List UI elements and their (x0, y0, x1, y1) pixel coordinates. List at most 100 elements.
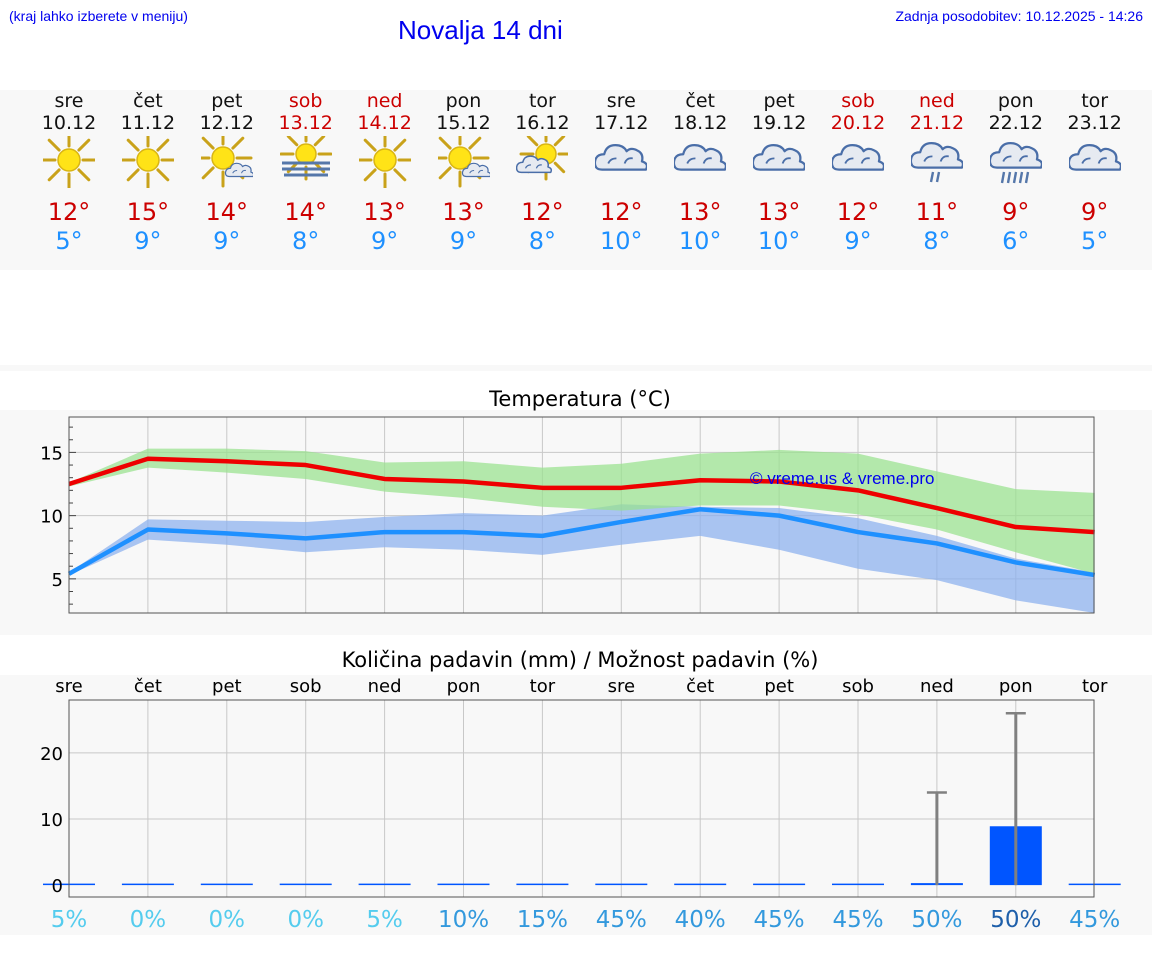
cloudy-icon (830, 136, 886, 188)
day-of-week: čet (685, 90, 715, 112)
day-date: 19.12 (751, 112, 807, 134)
day-column: pon 22.12 9° 6° (971, 90, 1061, 265)
day-axis-label: ned (920, 676, 954, 697)
day-column: tor 16.12 12° 8° (497, 90, 587, 265)
day-axis-label: čet (686, 676, 714, 697)
precipitation-bar (358, 883, 411, 886)
precipitation-probability: 0% (287, 907, 324, 933)
max-temperature: 9° (1081, 198, 1109, 226)
min-temperature: 10° (678, 227, 722, 255)
max-temperature: 12° (47, 198, 91, 226)
day-date: 20.12 (830, 112, 886, 134)
day-column: tor 23.12 9° 5° (1050, 90, 1140, 265)
precipitation-probability: 50% (990, 907, 1041, 933)
separator (0, 365, 1152, 371)
precipitation-bar (516, 883, 569, 886)
day-date: 10.12 (41, 112, 97, 134)
cloudy-icon (751, 136, 807, 188)
day-axis-label: sre (55, 676, 82, 697)
day-of-week: sre (606, 90, 636, 112)
min-temperature: 9° (844, 227, 872, 255)
precipitation-bar (674, 883, 727, 886)
precipitation-probability: 45% (1069, 907, 1120, 933)
sunny-icon (39, 130, 99, 190)
precipitation-bar (121, 883, 174, 886)
partly-cloudy-icon (516, 127, 573, 188)
day-axis-label: tor (530, 676, 556, 697)
day-of-week: pet (763, 90, 795, 112)
temperature-chart-title: Temperatura (°C) (489, 387, 671, 411)
forecast-strip (0, 90, 1152, 270)
day-of-week: pon (445, 90, 482, 112)
day-of-week: sob (288, 90, 323, 112)
precipitation-bar (753, 883, 806, 886)
precipitation-probability: 10% (438, 907, 489, 933)
min-temperature: 8° (923, 227, 951, 255)
precipitation-probability: 0% (130, 907, 167, 933)
precipitation-probability: 5% (366, 907, 403, 933)
max-temperature: 12° (600, 198, 643, 226)
day-axis-label: pon (447, 676, 481, 697)
precipitation-probability: 5% (51, 907, 88, 933)
precipitation-chart-title: Količina padavin (mm) / Možnost padavin … (341, 648, 819, 672)
watermark: © vreme.us & vreme.pro (750, 469, 934, 488)
day-axis-label: pet (764, 676, 794, 697)
day-axis-label: pet (212, 676, 242, 697)
sun-small-cloud-icon (193, 128, 254, 188)
precipitation-probability: 50% (911, 907, 962, 933)
day-axis-label: sob (290, 676, 322, 697)
day-column: sob 20.12 12° 9° (813, 90, 903, 265)
precipitation-probability: 45% (596, 907, 647, 933)
y-tick-label: 0 (52, 876, 63, 897)
max-temperature: 15° (126, 198, 170, 226)
day-of-week: tor (528, 90, 556, 112)
y-tick-label: 10 (40, 507, 63, 528)
day-date: 22.12 (988, 112, 1043, 134)
day-column: pon 15.12 13° 9° (419, 90, 509, 265)
day-axis-label: sob (842, 676, 874, 697)
y-tick-label: 20 (40, 744, 63, 765)
temperature-plot-frame (68, 416, 1095, 614)
day-date: 17.12 (594, 112, 649, 134)
sunny-icon (118, 130, 178, 190)
min-temperature: 8° (292, 227, 320, 255)
max-temperature: 9° (1002, 198, 1030, 226)
precipitation-bar (437, 883, 490, 886)
min-temperature-line (67, 507, 1096, 578)
day-column: čet 18.12 13° 10° (655, 90, 745, 265)
rain-icon (988, 136, 1043, 188)
last-update: Zadnja posodobitev: 10.12.2025 - 14:26 (895, 8, 1143, 24)
precipitation-probability: 15% (517, 907, 568, 933)
light-rain-icon (909, 136, 964, 188)
day-date: 21.12 (909, 112, 965, 134)
precipitation-bar (279, 883, 332, 886)
day-date: 15.12 (436, 112, 491, 134)
precipitation-chart-background (0, 675, 1152, 935)
day-column: sob 13.12 14° 8° (261, 90, 351, 265)
max-temperature: 14° (205, 198, 249, 226)
cloudy-icon (672, 136, 728, 188)
day-date: 14.12 (357, 112, 412, 134)
day-date: 13.12 (278, 112, 333, 134)
day-column: sre 17.12 12° 10° (576, 90, 666, 265)
max-temperature: 13° (678, 198, 722, 226)
page-title: Novalja 14 dni (398, 15, 563, 45)
precipitation-probability: 0% (209, 907, 246, 933)
precipitation-probability: 45% (754, 907, 805, 933)
min-temperature: 9° (370, 227, 399, 255)
day-column: pet 19.12 13° 10° (734, 90, 824, 265)
y-tick-label: 15 (40, 443, 63, 464)
min-temperature: 5° (55, 227, 83, 255)
sun-small-cloud-icon (430, 128, 491, 188)
max-temperature: 14° (284, 198, 327, 226)
min-temperature: 9° (449, 227, 478, 255)
day-of-week: sob (841, 90, 875, 112)
min-temperature: 8° (528, 227, 557, 255)
min-temperature: 10° (757, 227, 801, 255)
day-column: ned 14.12 13° 9° (340, 90, 430, 265)
min-temperature: 10° (600, 227, 643, 255)
max-temperature: 13° (757, 198, 801, 226)
precipitation-probability: 40% (675, 907, 726, 933)
precipitation-plot-frame (68, 699, 1095, 898)
